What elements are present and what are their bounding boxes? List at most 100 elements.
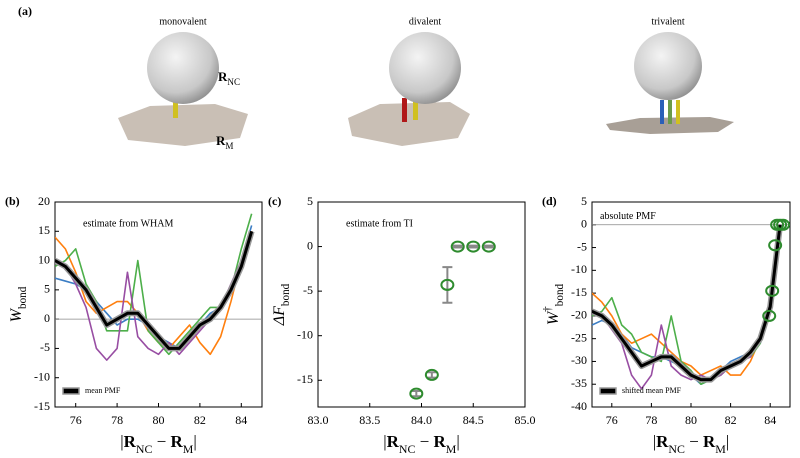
label-part: bond: [554, 283, 566, 306]
label-part: R: [656, 432, 669, 451]
x-tick-label: 76: [70, 413, 82, 427]
label-part: |: [653, 432, 656, 451]
x-tick-label: 78: [645, 413, 657, 427]
x-tick-label: 82: [194, 413, 206, 427]
bond: [173, 96, 178, 118]
axes-frame: [317, 201, 526, 408]
x-tick-label: 83.5: [359, 413, 380, 427]
label-rnc: RNC: [218, 69, 240, 87]
y-tick-label: -10: [571, 262, 587, 276]
line: [592, 224, 781, 376]
label-part: NC: [668, 442, 685, 456]
marker: [409, 387, 424, 400]
legend-label: mean PMF: [85, 386, 121, 395]
marker: [765, 284, 780, 297]
y-tick-label: 5: [307, 194, 313, 208]
y-tick-label: -30: [571, 353, 587, 367]
x-tick-label: 82: [725, 413, 737, 427]
nanocarrier: [147, 32, 219, 104]
label-part: |: [193, 432, 196, 451]
error-bar: [483, 244, 494, 249]
nanocarrier: [389, 32, 461, 104]
label-part: NC: [136, 442, 153, 456]
marker: [481, 240, 496, 253]
y-tick-label: -5: [303, 283, 313, 297]
panel-a: (a) monovalent divalent trivalent RNC RM: [18, 4, 734, 151]
y-tick-label: -15: [571, 285, 587, 299]
label-part: ΔF: [271, 306, 288, 326]
x-tick-label: 84: [235, 413, 247, 427]
marker: [424, 368, 439, 381]
y-tick-label: 20: [38, 194, 50, 208]
label-part: †: [542, 306, 554, 312]
error-bar: [411, 389, 422, 398]
label-rm: RM: [216, 133, 233, 151]
y-tick-label: 10: [38, 252, 50, 266]
y-tick-label: -25: [571, 330, 587, 344]
y-axis-label: Wbond: [8, 286, 29, 322]
membrane: [118, 104, 248, 146]
x-axis-label: |RNC − RM|: [653, 432, 730, 456]
label-part: |: [456, 432, 459, 451]
panel-title: divalent: [409, 16, 441, 27]
error-bar: [442, 266, 453, 304]
label-part: R: [218, 69, 228, 84]
legend-swatch: [62, 387, 80, 395]
legend-label: shifted mean PMF: [622, 386, 682, 395]
label-part: −: [685, 432, 703, 451]
y-tick-label: -40: [571, 399, 587, 413]
label-part: M: [715, 442, 726, 456]
error-bar: [426, 371, 437, 379]
label-part: NC: [227, 77, 240, 87]
y-axis-label: ΔFbond: [271, 283, 292, 326]
marker: [768, 239, 783, 252]
plot-area: [409, 240, 496, 400]
label-part: M: [183, 442, 194, 456]
line: [55, 230, 254, 350]
y-tick-label: -10: [34, 369, 50, 383]
label-part: |: [726, 432, 729, 451]
x-tick-label: 83.0: [308, 413, 329, 427]
label-part: −: [415, 432, 433, 451]
membrane: [348, 102, 470, 146]
panel-label: (c): [268, 194, 281, 208]
bond: [676, 100, 680, 124]
marker: [776, 218, 790, 231]
panel-label: (b): [5, 194, 20, 208]
marker: [466, 240, 481, 253]
marker: [440, 278, 455, 291]
x-tick-label: 84.5: [463, 413, 484, 427]
y-tick-label: 0: [307, 238, 313, 252]
bond: [668, 100, 672, 124]
label-part: M: [446, 442, 457, 456]
annotation: estimate from WHAM: [83, 218, 173, 229]
bond: [660, 100, 664, 124]
marker: [450, 240, 465, 253]
plot-area: [592, 218, 790, 390]
membrane: [606, 117, 734, 134]
x-tick-label: 84.0: [411, 413, 432, 427]
line: [592, 224, 782, 382]
error-bar: [468, 244, 479, 249]
marker: [762, 309, 777, 322]
x-axis-label: |RNC − RM|: [120, 432, 197, 456]
x-tick-label: 84: [764, 413, 776, 427]
label-part: R: [387, 432, 400, 451]
y-tick-label: -5: [40, 340, 50, 354]
annotation: estimate from TI: [346, 218, 413, 229]
line: [592, 224, 781, 386]
label-part: W: [8, 307, 25, 322]
panel-title: trivalent: [651, 16, 685, 27]
label-part: bond: [280, 283, 292, 306]
y-tick-label: -15: [34, 399, 50, 413]
y-tick-label: -15: [297, 372, 313, 386]
x-tick-label: 80: [685, 413, 697, 427]
y-tick-label: 5: [44, 282, 50, 296]
y-tick-label: -10: [297, 327, 313, 341]
label-part: M: [225, 141, 233, 151]
label-part: NC: [399, 442, 416, 456]
plot-area: [55, 213, 255, 361]
label-part: R: [124, 432, 137, 451]
y-tick-label: 15: [38, 223, 50, 237]
